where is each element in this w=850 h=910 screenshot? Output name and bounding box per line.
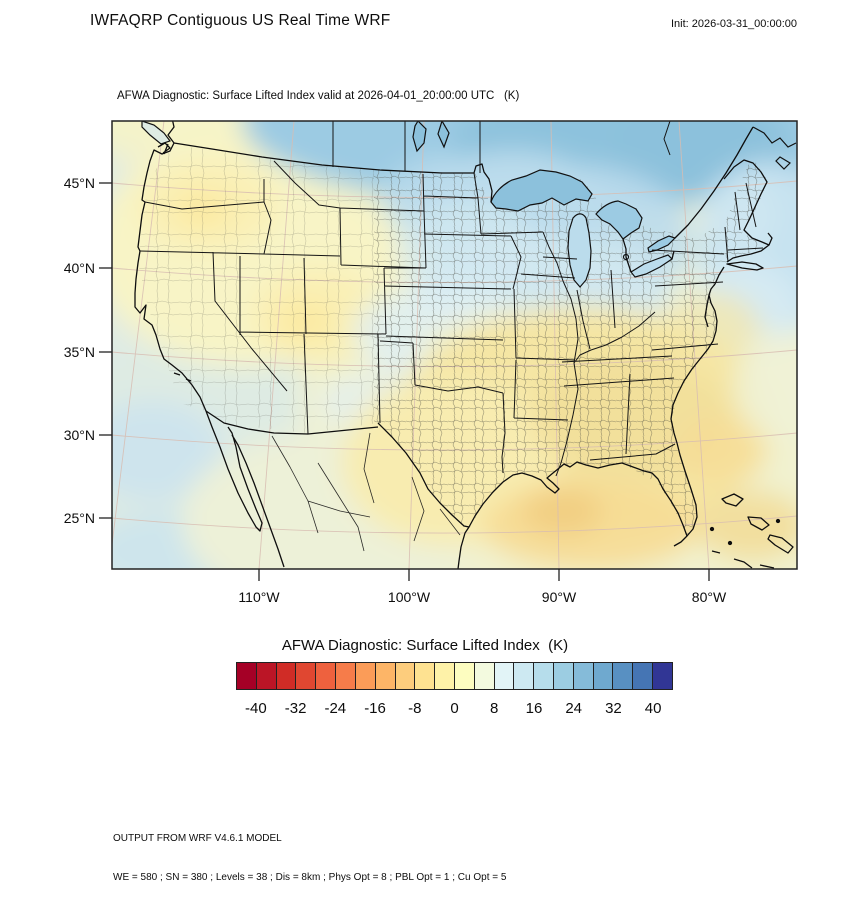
colorbar-cell bbox=[415, 663, 436, 689]
page-title: IWFAQRP Contiguous US Real Time WRF bbox=[90, 12, 391, 29]
colorbar bbox=[236, 662, 673, 690]
us-map bbox=[111, 120, 798, 570]
lat-tick-label: 45°N bbox=[64, 175, 95, 191]
colorbar-cell bbox=[613, 663, 634, 689]
colorbar-tick-label: 8 bbox=[490, 700, 499, 717]
wrf-plot-figure: IWFAQRP Contiguous US Real Time WRF Init… bbox=[63, 12, 798, 883]
colorbar-cell bbox=[316, 663, 337, 689]
lon-tick-label: 110°W bbox=[238, 589, 280, 605]
colorbar-tick-label: 24 bbox=[565, 700, 583, 717]
colorbar-cell bbox=[276, 663, 297, 689]
canada-lakes bbox=[141, 121, 797, 170]
coastlines bbox=[134, 121, 794, 569]
colorbar-cell bbox=[336, 663, 356, 689]
lon-tick-label: 90°W bbox=[542, 589, 577, 605]
colorbar-cell bbox=[593, 663, 614, 689]
state-borders bbox=[139, 121, 764, 552]
colorbar-cell bbox=[435, 663, 455, 689]
colorbar-tick-label: 0 bbox=[450, 700, 459, 717]
colorbar-cell bbox=[633, 663, 654, 689]
map-canvas: 45°N 40°N 35°N 30°N 25°N 110°W 100°W 90°W 80°W bbox=[64, 120, 798, 605]
colorbar-cell bbox=[494, 663, 515, 689]
lat-tick-label: 25°N bbox=[64, 510, 95, 526]
colorbar-cell bbox=[454, 663, 475, 689]
colorbar-title: AFWA Diagnostic: Surface Lifted Index (K… bbox=[281, 637, 569, 654]
footer-model-info: OUTPUT FROM WRF V4.6.1 MODEL WE = 580 ; … bbox=[113, 806, 506, 910]
colorbar-cell bbox=[653, 663, 672, 689]
colorbar-cell bbox=[554, 663, 574, 689]
lat-tick-label: 35°N bbox=[64, 344, 95, 360]
colorbar-tick-label: 16 bbox=[525, 700, 543, 717]
colorbar-cell bbox=[573, 663, 594, 689]
colorbar-tick-label: -32 bbox=[284, 700, 307, 717]
colorbar-cell bbox=[296, 663, 317, 689]
colorbar-tick-labels: -40 -32 -24 -16 -8 0 8 16 24 32 40 bbox=[236, 700, 673, 720]
colorbar-cell bbox=[534, 663, 554, 689]
colorbar-cell bbox=[237, 663, 257, 689]
colorbar-tick-label: 32 bbox=[605, 700, 622, 717]
colorbar-tick-label: -24 bbox=[324, 700, 347, 717]
colorbar-cell bbox=[256, 663, 277, 689]
colorbar-cell bbox=[355, 663, 376, 689]
map-frame bbox=[111, 120, 798, 570]
colorbar-cell bbox=[474, 663, 495, 689]
colorbar-cell bbox=[514, 663, 535, 689]
lon-tick-label: 80°W bbox=[692, 589, 727, 605]
colorbar-tick-label: -8 bbox=[408, 700, 422, 717]
colorbar-tick-label: 40 bbox=[644, 700, 662, 717]
map-subtitle: AFWA Diagnostic: Surface Lifted Index va… bbox=[117, 90, 520, 102]
lat-tick-label: 30°N bbox=[64, 427, 95, 443]
colorbar-tick-label: -16 bbox=[364, 700, 386, 717]
colorbar-cell bbox=[375, 663, 396, 689]
footer-line2: WE = 580 ; SN = 380 ; Levels = 38 ; Dis … bbox=[113, 872, 507, 883]
great-lakes bbox=[490, 169, 677, 288]
lon-tick-label: 100°W bbox=[388, 589, 431, 605]
colorbar-tick-label: -40 bbox=[245, 700, 267, 717]
lat-tick-label: 40°N bbox=[64, 260, 95, 276]
map-axes: 45°N 40°N 35°N 30°N 25°N 110°W 100°W 90°W 80°W bbox=[64, 175, 727, 605]
init-timestamp: Init: 2026-03-31_00:00:00 bbox=[671, 18, 797, 30]
footer-line1: OUTPUT FROM WRF V4.6.1 MODEL bbox=[113, 833, 282, 844]
colorbar-cell bbox=[395, 663, 416, 689]
